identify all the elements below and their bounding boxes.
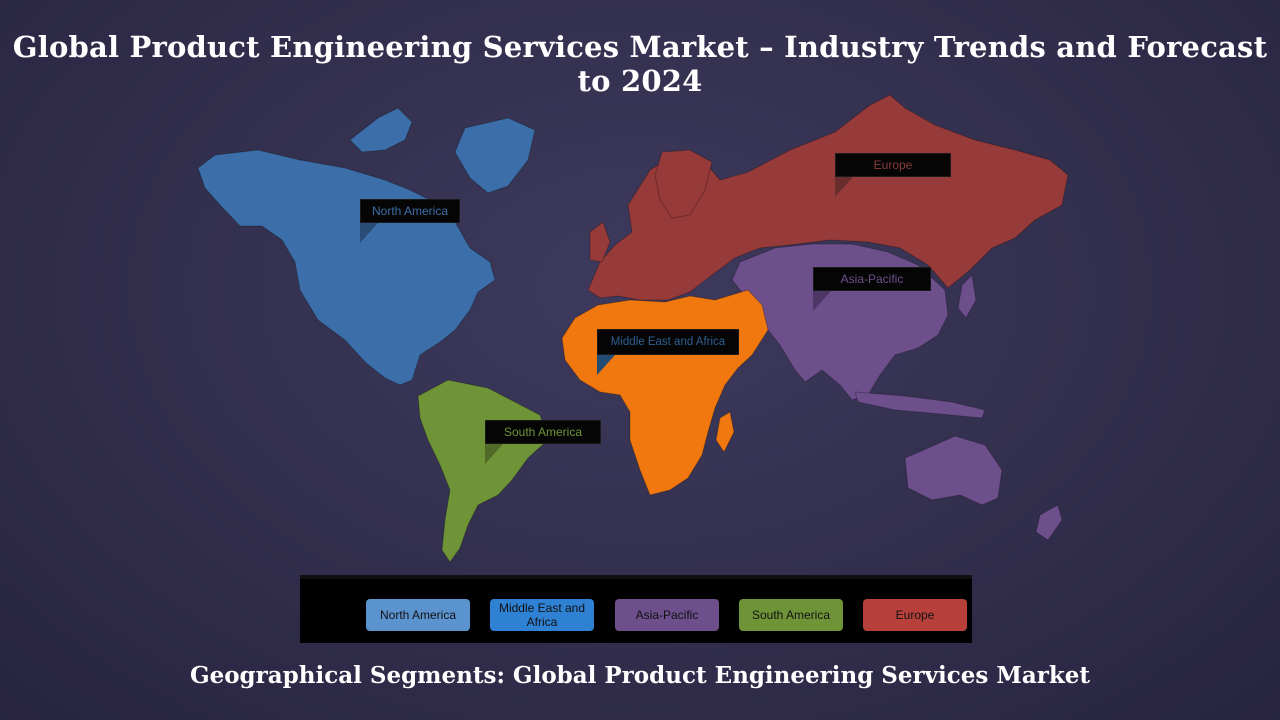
- callout-north-america: North America: [360, 199, 460, 223]
- indonesia-shape: [854, 391, 986, 419]
- legend-item-middle-east-africa: Middle East and Africa: [490, 599, 594, 631]
- legend-item-south-america: South America: [739, 599, 843, 631]
- callout-europe: Europe: [835, 153, 951, 177]
- page-subtitle: Geographical Segments: Global Product En…: [189, 662, 1091, 689]
- callout-pointer-south-america: [485, 444, 503, 464]
- legend-item-asia-pacific: Asia-Pacific: [615, 599, 719, 631]
- callout-pointer-asia-pacific: [813, 291, 831, 311]
- callout-pointer-middle-east-africa: [597, 355, 615, 375]
- callout-south-america: South America: [485, 420, 601, 444]
- north-america-shape: [197, 149, 496, 386]
- scandinavia-shape: [654, 149, 713, 219]
- region-south-america: [417, 379, 549, 563]
- madagascar-shape: [715, 411, 735, 453]
- greenland-shape: [454, 117, 536, 194]
- south-america-shape: [417, 379, 549, 563]
- page-title: Global Product Engineering Services Mark…: [12, 30, 1268, 98]
- callout-pointer-europe: [835, 177, 853, 197]
- uk-shape: [589, 221, 611, 263]
- callout-asia-pacific: Asia-Pacific: [813, 267, 931, 291]
- legend-item-europe: Europe: [863, 599, 967, 631]
- canada-islands-shape: [349, 107, 413, 153]
- japan-shape: [957, 273, 977, 319]
- region-middle-east-africa: [561, 289, 769, 496]
- region-north-america: [197, 107, 536, 386]
- legend-item-north-america: North America: [366, 599, 470, 631]
- callout-middle-east-africa: Middle East and Africa: [597, 329, 739, 355]
- africa-shape: [561, 289, 769, 496]
- legend-bar: North America Middle East and Africa Asi…: [300, 575, 972, 643]
- region-europe: [587, 94, 1069, 301]
- callout-pointer-north-america: [360, 223, 378, 243]
- new-zealand-shape: [1035, 504, 1063, 541]
- australia-shape: [904, 435, 1003, 506]
